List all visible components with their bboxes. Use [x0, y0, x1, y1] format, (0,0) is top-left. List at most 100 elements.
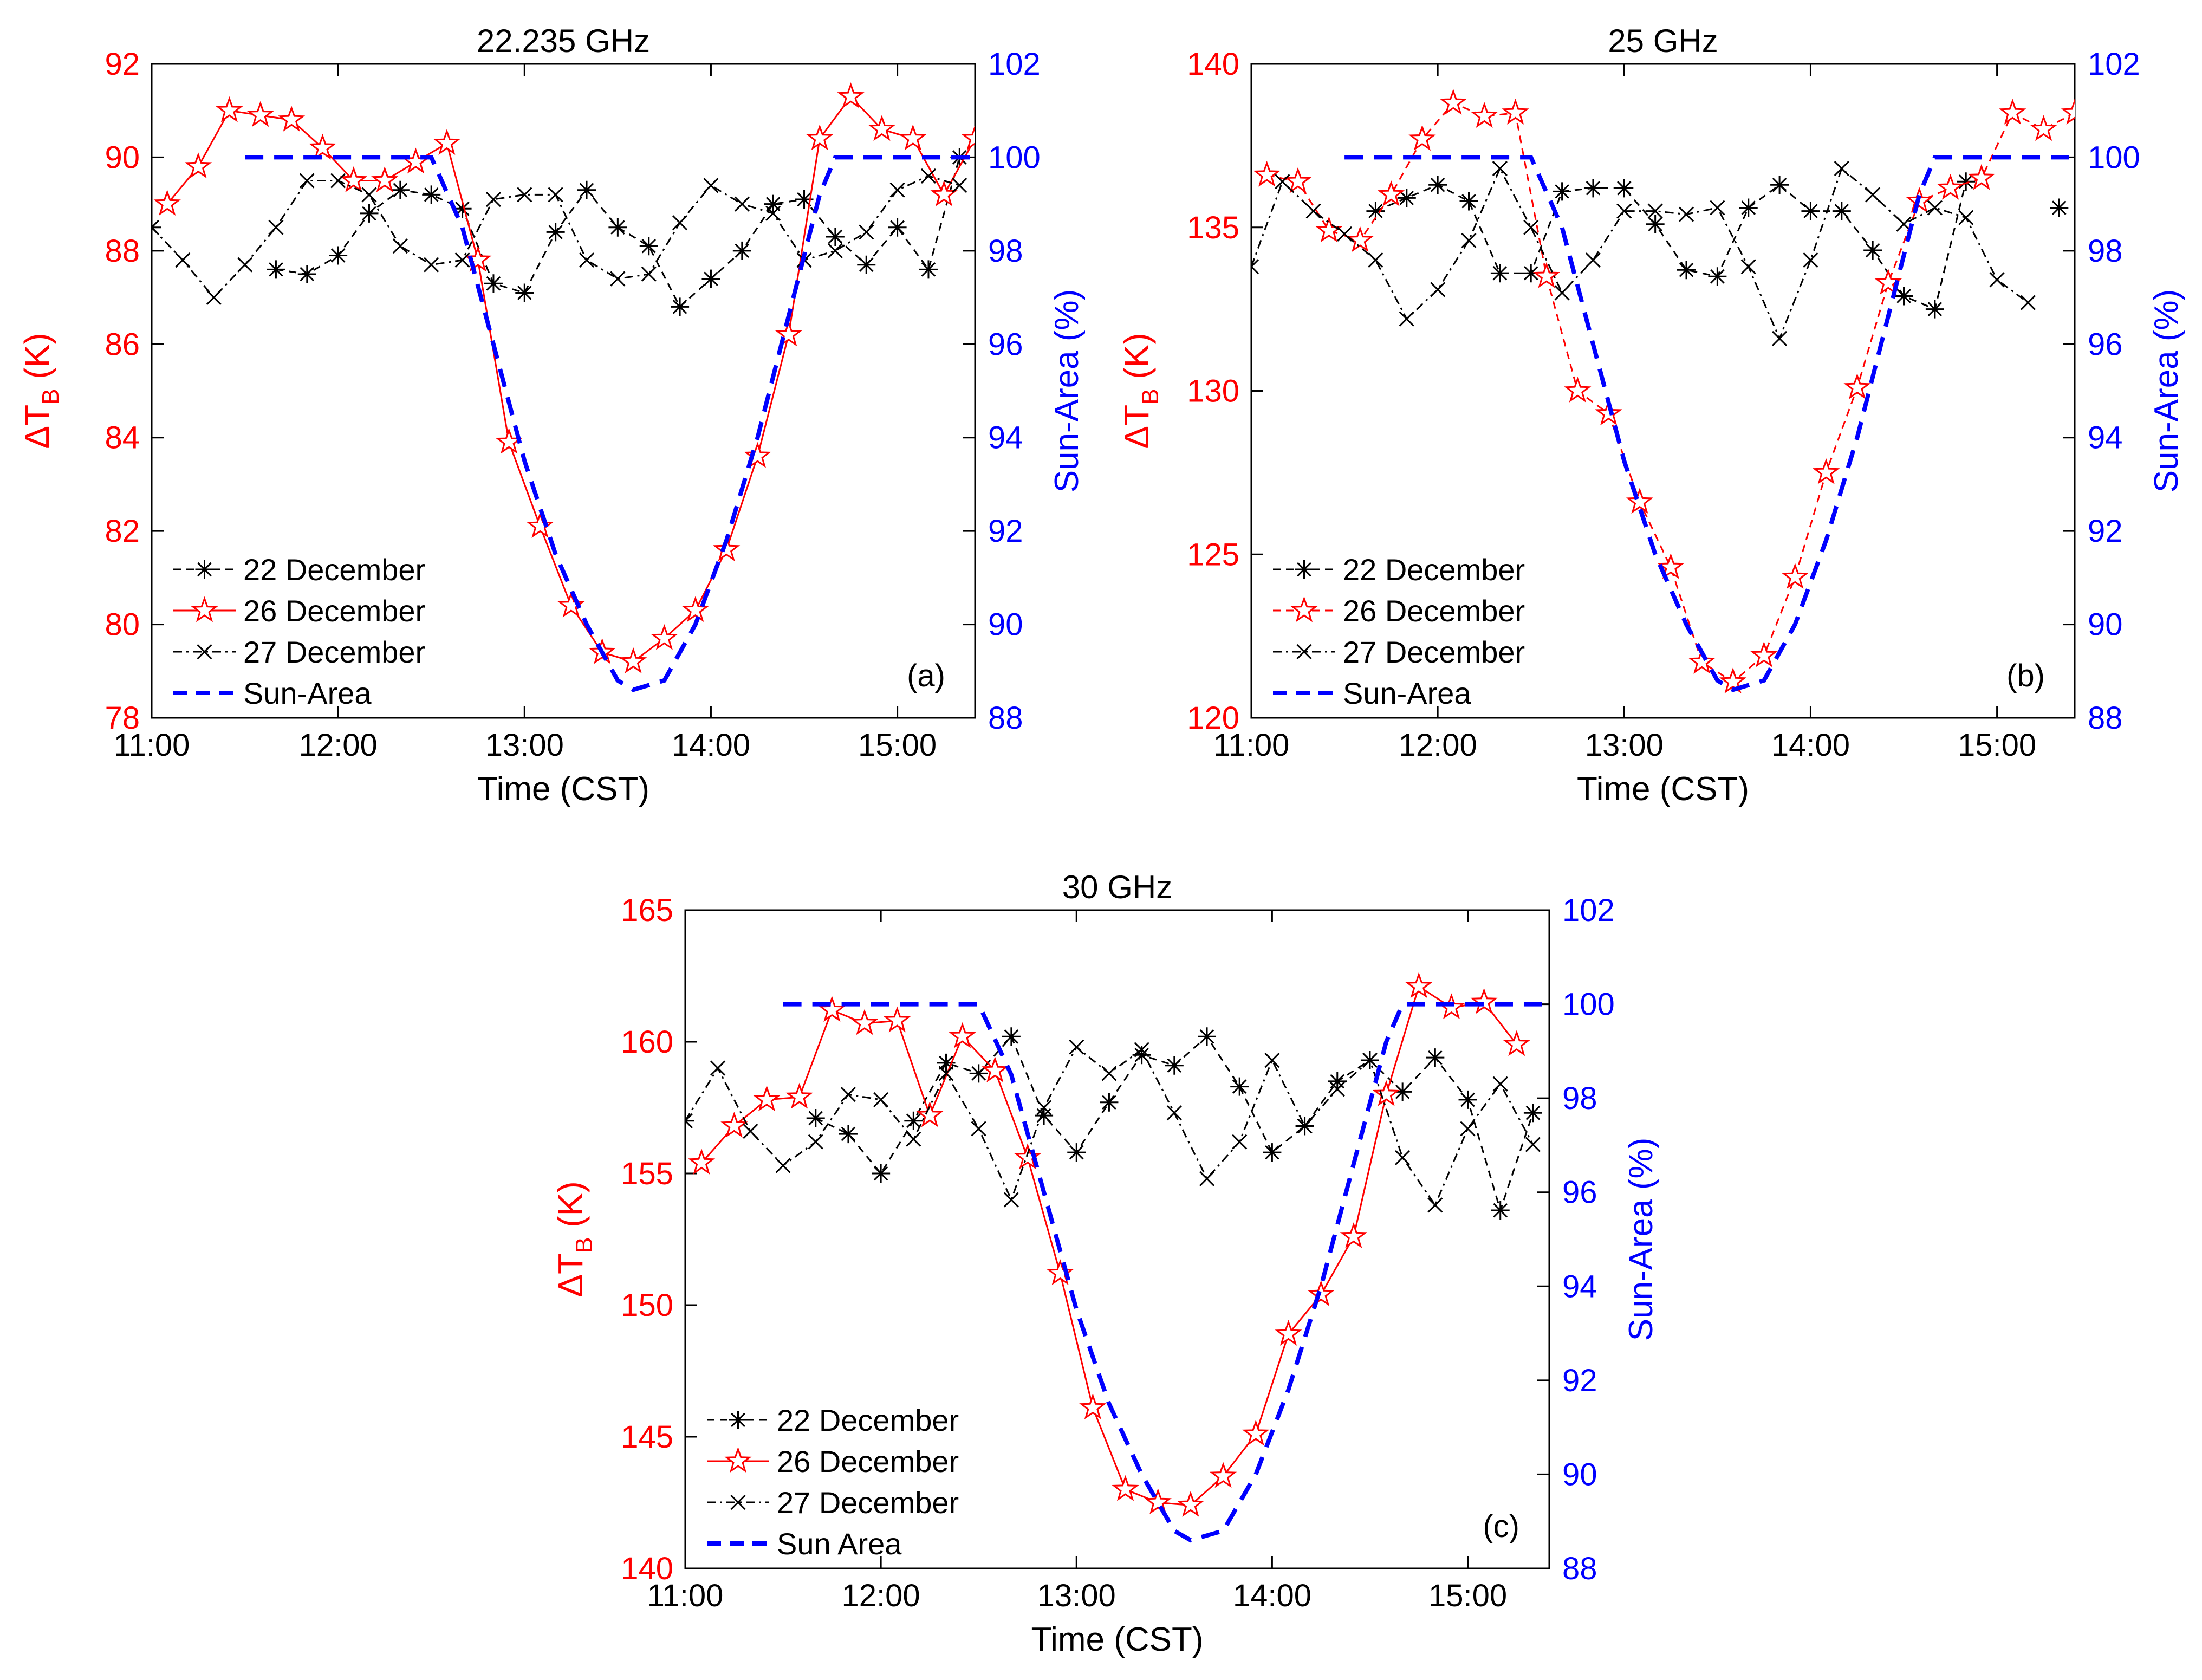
- data-point-marker: [1490, 264, 1509, 283]
- data-point-marker: [744, 442, 771, 468]
- data-point-marker: [1166, 1105, 1182, 1121]
- data-point-marker: [206, 290, 222, 306]
- x-tick-label: 12:00: [299, 728, 378, 763]
- right-tick-label: 96: [988, 327, 1023, 362]
- series-line: [1266, 102, 2075, 683]
- data-point-marker: [1035, 1106, 1054, 1125]
- data-point-marker: [1470, 988, 1498, 1014]
- data-point-marker: [806, 1108, 825, 1127]
- legend-marker: [1290, 596, 1318, 622]
- x-tick-label: 13:00: [1585, 728, 1664, 763]
- data-point-marker: [1263, 1143, 1282, 1162]
- series-26-december: [153, 82, 975, 673]
- left-tick-label: 84: [105, 420, 140, 456]
- right-tick-label: 94: [2088, 420, 2123, 456]
- left-tick-label: 140: [1187, 47, 1239, 82]
- data-point-marker: [297, 264, 316, 283]
- data-point-marker: [872, 1164, 891, 1183]
- data-point-marker: [579, 252, 595, 268]
- data-point-marker: [775, 320, 803, 347]
- data-point-marker: [1461, 232, 1477, 248]
- x-tick-label: 15:00: [1428, 1578, 1507, 1613]
- data-point-marker: [826, 227, 845, 246]
- data-point-marker: [981, 1056, 1009, 1082]
- legend-label: Sun-Area: [243, 676, 372, 710]
- data-point-marker: [1523, 219, 1539, 235]
- right-axis-label: Sun-Area (%): [2148, 289, 2185, 493]
- legend-label: 27 December: [1343, 635, 1525, 669]
- data-point-marker: [919, 260, 938, 279]
- plot-frame: [151, 63, 976, 719]
- data-point-marker: [961, 124, 975, 151]
- right-axis-label: Sun-Area (%): [1048, 289, 1086, 493]
- data-point-marker: [687, 1149, 716, 1175]
- data-point-marker: [1199, 1171, 1215, 1186]
- legend-marker: [1295, 560, 1314, 579]
- data-point-marker: [1801, 202, 1820, 220]
- data-point-marker: [1230, 1077, 1249, 1096]
- series-line: [685, 1046, 1534, 1207]
- data-point-marker: [277, 106, 306, 132]
- data-point-marker: [1677, 261, 1696, 280]
- data-point-marker: [859, 224, 874, 240]
- data-point-marker: [184, 152, 212, 179]
- data-point-marker: [1177, 1490, 1205, 1517]
- data-point-marker: [952, 178, 967, 193]
- x-tick-label: 14:00: [672, 728, 750, 763]
- right-tick-label: 94: [1562, 1269, 1597, 1304]
- left-tick-label: 145: [621, 1419, 673, 1455]
- series-22-december: [685, 1027, 1542, 1220]
- data-point-marker: [1328, 1072, 1347, 1091]
- data-point-marker: [1275, 1320, 1302, 1346]
- data-point-marker: [1719, 667, 1747, 694]
- x-tick-label: 11:00: [114, 728, 190, 763]
- right-tick-label: 94: [988, 420, 1023, 456]
- data-point-marker: [1399, 311, 1414, 327]
- data-point-marker: [1710, 200, 1725, 216]
- data-point-marker: [484, 274, 503, 293]
- data-point-marker: [1242, 1419, 1270, 1446]
- data-point-marker: [1275, 174, 1290, 190]
- data-point-marker: [1874, 268, 1902, 295]
- right-tick-label: 92: [2088, 514, 2123, 549]
- data-point-marker: [1366, 202, 1385, 220]
- left-tick-label: 82: [105, 514, 140, 549]
- left-tick-label: 165: [621, 893, 673, 928]
- plot-area: [152, 82, 975, 692]
- data-point-marker: [1232, 1134, 1248, 1150]
- legend-label: 22 December: [1343, 553, 1525, 587]
- data-point-marker: [701, 269, 720, 288]
- data-point-marker: [1739, 198, 1758, 217]
- data-point-marker: [577, 180, 596, 199]
- series-line: [783, 1002, 1549, 1543]
- data-point-marker: [2050, 198, 2069, 217]
- data-point-marker: [1989, 272, 2005, 288]
- legend-label: 22 December: [243, 553, 425, 587]
- data-point-marker: [1843, 373, 1871, 399]
- data-point-marker: [391, 180, 410, 199]
- data-point-marker: [1740, 259, 1756, 275]
- data-point-marker: [1865, 187, 1881, 203]
- data-point-marker: [2030, 115, 2057, 141]
- data-point-marker: [1616, 203, 1632, 219]
- x-tick-label: 15:00: [1958, 728, 2036, 763]
- data-point-marker: [1803, 252, 1818, 268]
- data-point-marker: [299, 173, 315, 189]
- chart-panel-3: 30 GHz 11:00 12:00 13:00 14:00 15:00 Time (CST…: [551, 869, 1660, 1658]
- panel-label: (c): [1483, 1509, 1519, 1544]
- chart-title: 25 GHz: [1608, 23, 1718, 59]
- data-point-marker: [1395, 1150, 1411, 1165]
- data-point-marker: [1553, 182, 1571, 201]
- chart-panel-2: 25 GHz 11:00 12:00 13:00 14:00 15:00 Time (CST…: [1117, 23, 2185, 808]
- data-point-marker: [515, 283, 534, 302]
- data-point-marker: [526, 512, 554, 538]
- data-point-marker: [1460, 1121, 1476, 1137]
- x-tick-label: 14:00: [1233, 1578, 1311, 1613]
- right-tick-label: 102: [1562, 893, 1615, 928]
- data-point-marker: [785, 1082, 813, 1109]
- data-point-marker: [899, 124, 927, 151]
- data-point-marker: [1491, 1201, 1510, 1220]
- data-point-marker: [402, 147, 430, 174]
- left-tick-label: 125: [1187, 537, 1239, 572]
- data-point-marker: [1368, 252, 1383, 268]
